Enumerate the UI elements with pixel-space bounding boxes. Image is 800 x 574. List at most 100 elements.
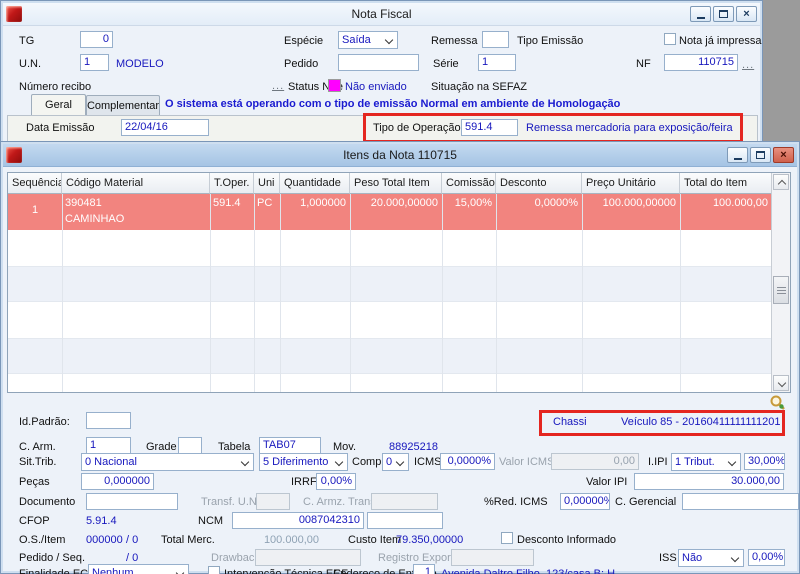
chevron-down-icon bbox=[395, 457, 405, 467]
tipo-emissao-label: Tipo Emissão bbox=[517, 35, 584, 47]
col-header-quantidade[interactable]: Quantidade bbox=[280, 173, 350, 194]
ncm-ex-field[interactable] bbox=[367, 512, 443, 529]
chevron-down-icon bbox=[777, 378, 787, 388]
desconto-informado-checkbox[interactable] bbox=[501, 532, 513, 544]
tipo-operacao-desc: Remessa mercadoria para exposição/feira bbox=[526, 122, 733, 134]
chevron-down-icon bbox=[727, 457, 737, 467]
minimize-button[interactable] bbox=[690, 6, 711, 22]
chevron-down-icon bbox=[240, 457, 250, 467]
numero-recibo-label: Número recibo bbox=[19, 81, 92, 93]
col-header-peso[interactable]: Peso Total Item bbox=[350, 173, 442, 194]
diferimento-select[interactable]: 5 Diferimento bbox=[259, 453, 348, 471]
nota-titlebar[interactable]: Nota Fiscal × bbox=[3, 3, 760, 26]
iipi-select[interactable]: 1 Tribut. bbox=[671, 453, 741, 471]
col-header-toper[interactable]: T.Oper. bbox=[210, 173, 254, 194]
table-row-empty[interactable] bbox=[8, 374, 772, 392]
col-header-comissao[interactable]: Comissão bbox=[442, 173, 496, 194]
remessa-field[interactable] bbox=[482, 31, 509, 48]
close-button[interactable]: × bbox=[736, 6, 757, 22]
remessa-label: Remessa bbox=[431, 35, 478, 47]
grade-field[interactable] bbox=[178, 437, 202, 454]
table-row-empty[interactable] bbox=[8, 338, 772, 374]
un-field[interactable]: 1 bbox=[80, 54, 109, 71]
maximize-icon bbox=[719, 10, 728, 18]
data-emissao-field[interactable]: 22/04/16 bbox=[121, 119, 209, 136]
irrf-field[interactable]: 0,00% bbox=[316, 473, 356, 490]
window-nota-fiscal: Nota Fiscal × TG 0 Espécie Saída Remessa… bbox=[0, 0, 763, 146]
c-arm-field[interactable]: 1 bbox=[86, 437, 131, 454]
red-icms-field[interactable]: 0,00000% bbox=[560, 493, 610, 510]
cfop-value: 5.91.4 bbox=[86, 515, 117, 527]
table-row-empty[interactable] bbox=[8, 266, 772, 302]
close-button[interactable]: × bbox=[773, 147, 794, 163]
table-row-selected[interactable]: 1 390481 CAMINHAO 591.4 PC 1,000000 20.0… bbox=[8, 194, 772, 230]
cfop-label: CFOP bbox=[19, 515, 50, 527]
nota-impressa-checkbox[interactable] bbox=[664, 33, 676, 45]
itens-titlebar[interactable]: Itens da Nota 110715 × bbox=[3, 144, 797, 167]
pedido-field[interactable] bbox=[338, 54, 419, 71]
tabela-field[interactable]: TAB07 bbox=[259, 437, 321, 454]
scroll-down-button[interactable] bbox=[773, 375, 789, 391]
table-row-empty[interactable] bbox=[8, 230, 772, 266]
ncm-field[interactable]: 0087042310 bbox=[232, 512, 364, 529]
serie-label: Série bbox=[433, 58, 459, 70]
col-header-desconto[interactable]: Desconto bbox=[496, 173, 582, 194]
compl-select[interactable]: 0 bbox=[382, 453, 409, 471]
custo-item-value: 79.350,00000 bbox=[396, 534, 464, 546]
chevron-down-icon bbox=[384, 35, 394, 45]
tab-geral[interactable]: Geral bbox=[31, 94, 86, 115]
endereco-entrega-label: Endereço de Entrega bbox=[333, 568, 437, 574]
magnifier-icon[interactable] bbox=[769, 394, 786, 411]
c-arm-label: C. Arm. bbox=[19, 441, 56, 453]
minimize-button[interactable] bbox=[727, 147, 748, 163]
os-item-value: 000000 bbox=[86, 534, 123, 546]
itens-window-title: Itens da Nota 110715 bbox=[343, 148, 457, 162]
c-armz-field bbox=[371, 493, 438, 510]
documento-field[interactable] bbox=[86, 493, 178, 510]
tipo-operacao-field[interactable]: 591.4 bbox=[461, 119, 518, 136]
maximize-button[interactable] bbox=[750, 147, 771, 163]
maximize-button[interactable] bbox=[713, 6, 734, 22]
finalidade-ecf-select[interactable]: Nenhum bbox=[88, 564, 189, 574]
irrf-label: IRRF bbox=[291, 476, 317, 488]
col-header-total[interactable]: Total do Item bbox=[680, 173, 772, 194]
recibo-browse-button[interactable]: ... bbox=[272, 80, 285, 92]
col-header-preco[interactable]: Preço Unitário bbox=[582, 173, 680, 194]
valor-icms-field: 0,00 bbox=[551, 453, 639, 470]
col-header-codigo[interactable]: Código Material bbox=[62, 173, 210, 194]
cell-descricao: CAMINHAO bbox=[65, 213, 125, 225]
serie-field[interactable]: 1 bbox=[478, 54, 516, 71]
scrollbar-thumb[interactable] bbox=[773, 276, 789, 304]
valor-ipi-field[interactable]: 30.000,00 bbox=[634, 473, 784, 490]
valor-icms-label: Valor ICMS bbox=[499, 456, 555, 468]
pedido-seq-label: Pedido / Seq. bbox=[19, 552, 86, 564]
nf-browse-button[interactable]: ... bbox=[742, 59, 755, 71]
col-header-sequencia[interactable]: Sequência bbox=[8, 173, 62, 194]
iipi-pct-field[interactable]: 30,00% bbox=[744, 453, 785, 470]
sit-trib-select[interactable]: 0 Nacional bbox=[81, 453, 254, 471]
table-row-empty[interactable] bbox=[8, 302, 772, 338]
app-icon bbox=[6, 6, 22, 22]
iss-select[interactable]: Não bbox=[678, 549, 744, 567]
window-itens-nota: Itens da Nota 110715 × Sequência Código … bbox=[0, 141, 800, 574]
ncm-label: NCM bbox=[198, 515, 224, 527]
endereco-num-field[interactable]: 1 bbox=[413, 564, 435, 574]
tg-field[interactable]: 0 bbox=[80, 31, 113, 48]
pecas-field[interactable]: 0,000000 bbox=[81, 473, 154, 490]
scroll-up-button[interactable] bbox=[773, 174, 789, 190]
nf-field[interactable]: 110715 bbox=[664, 54, 738, 71]
especie-select[interactable]: Saída bbox=[338, 31, 398, 49]
intervencao-checkbox[interactable] bbox=[208, 566, 220, 574]
iss-pct-field[interactable]: 0,00% bbox=[748, 549, 785, 566]
endereco-value: Avenida Daltro Filho, 123/casa B: H bbox=[441, 568, 616, 574]
tab-complementar[interactable]: Complementar bbox=[86, 95, 160, 116]
id-padrao-field[interactable] bbox=[86, 412, 131, 429]
vertical-scrollbar[interactable] bbox=[771, 173, 790, 392]
total-merc-label: Total Merc. bbox=[161, 534, 215, 546]
compl-label: Compl bbox=[352, 456, 384, 468]
icms-field[interactable]: 0,0000% bbox=[440, 453, 495, 470]
c-gerencial-field[interactable] bbox=[682, 493, 799, 510]
un-desc: MODELO bbox=[116, 58, 164, 70]
chassi-highlight bbox=[539, 410, 785, 436]
col-header-uni[interactable]: Uni bbox=[254, 173, 280, 194]
